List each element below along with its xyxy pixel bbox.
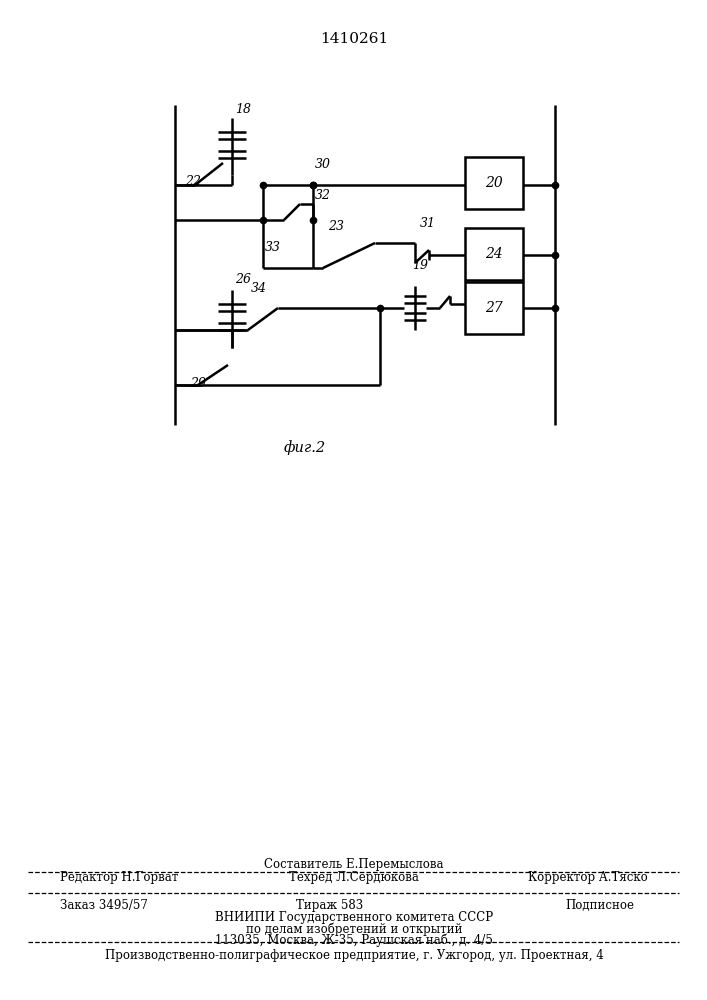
Text: 19: 19 [412,259,428,272]
Text: Корректор А.Тяско: Корректор А.Тяско [528,870,648,884]
Text: 26: 26 [235,273,251,286]
Text: 32: 32 [315,189,331,202]
Text: Заказ 3495/57: Заказ 3495/57 [60,898,148,912]
Text: 24: 24 [485,247,503,261]
Text: Составитель Е.Перемыслова: Составитель Е.Перемыслова [264,858,444,871]
Text: ВНИИПИ Государственного комитета СССР: ВНИИПИ Государственного комитета СССР [215,912,493,924]
Text: Тираж 583: Тираж 583 [296,898,363,912]
Text: 18: 18 [235,103,251,116]
Text: Подписное: Подписное [566,898,634,912]
Text: по делам изобретений и открытий: по делам изобретений и открытий [246,922,462,936]
Bar [465,228,523,280]
Text: 1410261: 1410261 [320,32,388,46]
Text: 29: 29 [190,377,206,390]
Bar [465,282,523,334]
Text: 34: 34 [251,282,267,295]
Text: фиг.2: фиг.2 [284,440,326,455]
Text: Редактор Н.Горват: Редактор Н.Горват [60,870,178,884]
Text: 27: 27 [485,301,503,315]
Text: 20: 20 [485,176,503,190]
Text: 30: 30 [315,158,331,171]
Text: 33: 33 [265,241,281,254]
Text: 31: 31 [420,217,436,230]
Text: 22: 22 [185,175,201,188]
Text: Производственно-полиграфическое предприятие, г. Ужгород, ул. Проектная, 4: Производственно-полиграфическое предприя… [105,948,603,962]
Text: Техред Л.Сердюкова: Техред Л.Сердюкова [289,870,419,884]
Text: 113035, Москва, Ж-35, Раушская наб., д. 4/5: 113035, Москва, Ж-35, Раушская наб., д. … [215,933,493,947]
Text: 23: 23 [328,220,344,233]
Bar [465,157,523,209]
